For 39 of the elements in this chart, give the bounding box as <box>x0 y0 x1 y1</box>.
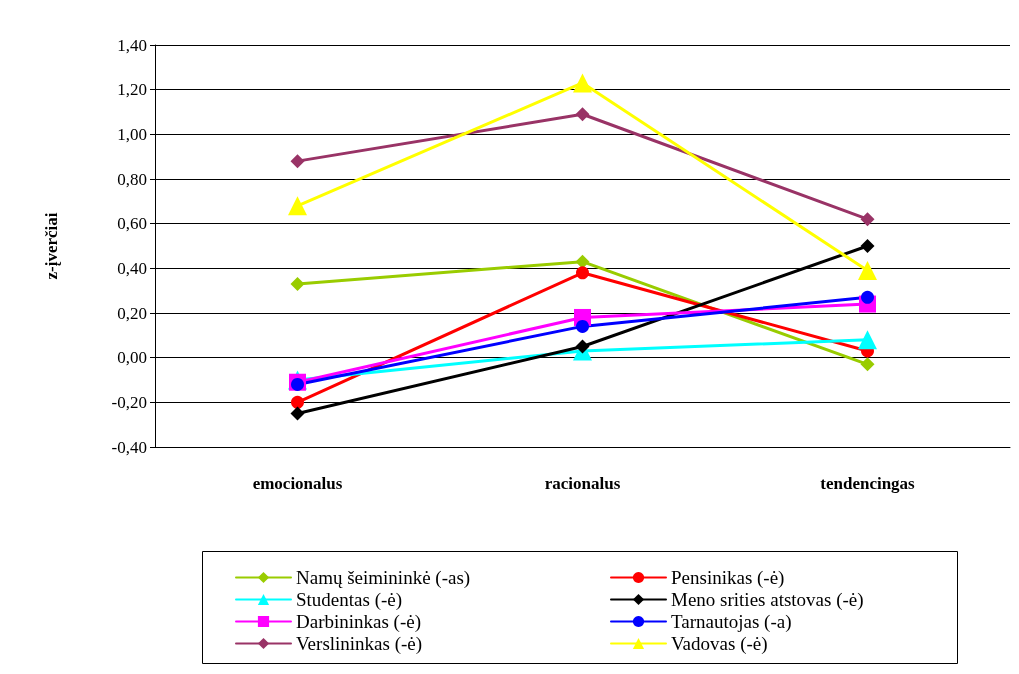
point <box>290 406 305 421</box>
point <box>573 73 592 93</box>
point <box>290 276 305 291</box>
point <box>860 357 875 372</box>
point <box>575 339 590 354</box>
x-tick-label: emocionalus <box>252 474 343 493</box>
point <box>576 319 589 333</box>
point <box>575 107 590 122</box>
point <box>290 154 305 169</box>
legend-label: Tarnautojas (-a) <box>671 611 792 633</box>
y-tick-label: 0,80 <box>117 169 147 189</box>
y-tick-label: 1,40 <box>117 35 147 55</box>
y-tick-label: 0,40 <box>117 258 147 278</box>
point <box>288 196 307 216</box>
point <box>860 212 875 227</box>
legend-label: Pensinikas (-ė) <box>671 567 785 589</box>
point <box>576 266 589 280</box>
y-tick-label: 1,20 <box>117 80 147 100</box>
point <box>858 330 877 350</box>
point <box>860 239 875 253</box>
y-axis-title: z-įverčiai <box>42 212 61 280</box>
legend-label: Meno srities atstovas (-ė) <box>671 589 864 611</box>
legend-label: Verslininkas (-ė) <box>296 633 423 655</box>
legend-label: Studentas (-ė) <box>296 589 403 611</box>
x-tick-label: tendencingas <box>820 474 916 493</box>
y-tick-label: 1,00 <box>117 124 147 144</box>
y-tick-label: -0,40 <box>111 437 147 457</box>
point <box>291 395 304 409</box>
point <box>861 290 874 304</box>
point <box>858 261 877 281</box>
legend-label: Namų šeimininkė (-as) <box>296 567 471 589</box>
y-tick-label: 0,60 <box>117 214 147 234</box>
x-tick-label: racionalus <box>544 474 621 493</box>
legend-label: Vadovas (-ė) <box>671 633 768 655</box>
point <box>575 254 590 269</box>
y-tick-label: -0,20 <box>111 392 147 412</box>
y-tick-label: 0,00 <box>117 348 147 368</box>
legend-label: Darbininkas (-ė) <box>296 611 422 633</box>
y-tick-label: 0,20 <box>117 303 147 323</box>
